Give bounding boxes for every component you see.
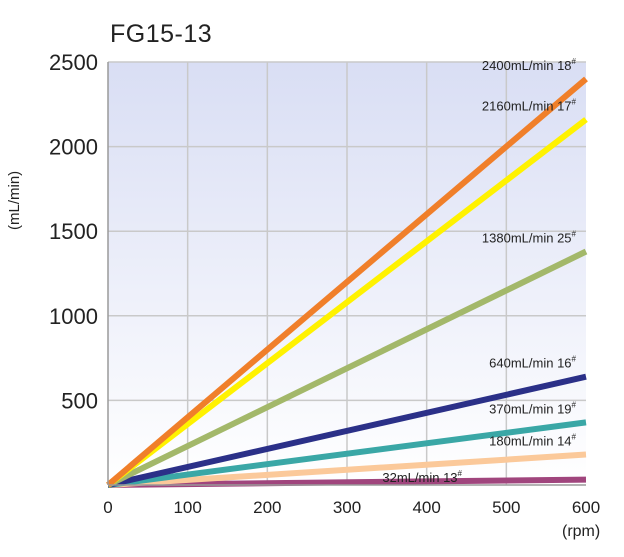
y-tick-1000: 1000 (49, 304, 98, 329)
chart-title: FG15-13 (110, 20, 213, 48)
series-lines (106, 76, 588, 488)
series-label-18: 2400mL/min 18# (482, 57, 577, 73)
x-axis-label: (rpm) (562, 523, 601, 540)
axes (107, 62, 586, 486)
series-line-19 (107, 419, 587, 488)
y-tick-2500: 2500 (49, 50, 98, 75)
series-line-16 (107, 373, 587, 488)
series-line-18 (106, 76, 588, 488)
y-tick-500: 500 (61, 388, 98, 413)
series-label-14: 180mL/min 14# (489, 433, 576, 449)
series-label-19: 370mL/min 19# (489, 400, 576, 416)
x-tick-600: 600 (572, 498, 600, 517)
x-tick-500: 500 (492, 498, 520, 517)
series-label-13: 32mL/min 13# (382, 469, 462, 485)
series-labels: 2400mL/min 18# 2160mL/min 17# 1380mL/min 2… (382, 57, 576, 485)
series-label-25: 1380mL/min 25# (482, 230, 577, 246)
y-tick-1500: 1500 (49, 219, 98, 244)
series-line-25 (106, 248, 588, 488)
x-tick-400: 400 (412, 498, 440, 517)
series-line-13 (107, 476, 587, 488)
x-tick-0: 0 (103, 498, 112, 517)
y-tick-2000: 2000 (49, 135, 98, 160)
x-tick-100: 100 (173, 498, 201, 517)
y-tick-labels: 500 1000 1500 2000 2500 (49, 50, 98, 413)
series-line-17 (106, 117, 588, 488)
series-label-17: 2160mL/min 17# (482, 98, 577, 114)
x-tick-200: 200 (253, 498, 281, 517)
x-tick-300: 300 (333, 498, 361, 517)
series-line-14 (107, 451, 587, 488)
x-tick-labels: 0 100 200 300 400 500 600 (103, 498, 600, 517)
series-label-16: 640mL/min 16# (489, 355, 576, 371)
